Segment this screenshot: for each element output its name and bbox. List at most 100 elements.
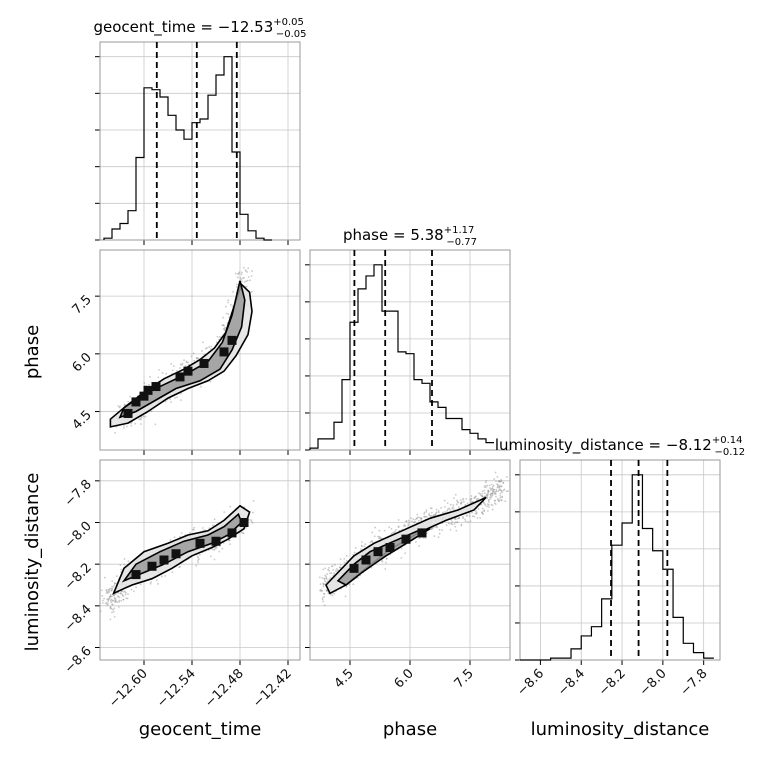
scatter-point — [214, 547, 217, 550]
scatter-point — [328, 566, 330, 569]
scatter-point — [252, 500, 255, 502]
scatter-point — [165, 372, 168, 375]
histogram-bin — [168, 115, 176, 240]
scatter-point — [455, 521, 458, 524]
histogram-bin — [438, 407, 446, 450]
scatter-point — [402, 525, 405, 528]
scatter-point — [149, 582, 152, 585]
histogram-bin — [462, 430, 470, 450]
density-block — [171, 549, 181, 559]
density-block — [131, 570, 141, 580]
scatter-point — [222, 324, 225, 327]
scatter-point — [423, 515, 426, 518]
scatter-point — [377, 535, 379, 538]
scatter-point — [446, 502, 449, 505]
histogram-bin — [581, 636, 591, 660]
scatter-point — [432, 514, 435, 517]
scatter-point — [192, 528, 195, 531]
scatter-point — [111, 595, 113, 598]
scatter-point — [360, 545, 363, 548]
scatter-point — [231, 305, 234, 308]
scatter-point — [461, 516, 464, 518]
scatter-point — [360, 548, 362, 551]
scatter-point — [240, 278, 243, 281]
scatter-point — [216, 335, 219, 338]
scatter-point — [469, 520, 472, 523]
histogram-bin — [622, 523, 632, 660]
histogram-bin — [112, 229, 120, 240]
scatter-point — [113, 596, 116, 599]
density-block — [211, 536, 221, 546]
scatter-point — [495, 480, 497, 483]
scatter-point — [323, 593, 326, 595]
scatter-point — [491, 483, 493, 486]
histogram-bin — [208, 95, 216, 240]
scatter-point — [321, 598, 324, 601]
scatter-point — [369, 541, 372, 544]
scatter-point — [381, 560, 384, 563]
scatter-point — [185, 361, 188, 363]
scatter-point — [323, 580, 326, 582]
scatter-point — [157, 376, 160, 379]
scatter-point — [126, 425, 128, 428]
density-block — [219, 347, 229, 357]
scatter-point — [110, 589, 113, 592]
scatter-point — [106, 590, 109, 593]
scatter-point — [448, 522, 451, 525]
scatter-point — [473, 496, 476, 499]
scatter-point — [213, 558, 216, 561]
scatter-point — [215, 341, 218, 344]
scatter-point — [160, 575, 163, 578]
scatter-point — [489, 494, 492, 497]
scatter-point — [250, 290, 253, 293]
scatter-point — [417, 516, 419, 519]
scatter-point — [437, 510, 440, 512]
scatter-point — [112, 599, 114, 602]
scatter-point — [483, 492, 486, 495]
scatter-point — [383, 529, 386, 532]
scatter-point — [411, 520, 413, 523]
histogram-bin — [422, 383, 430, 450]
density-block — [227, 528, 237, 538]
scatter-point — [208, 527, 211, 530]
scatter-point — [414, 518, 417, 521]
scatter-point — [381, 559, 383, 562]
scatter-point — [499, 480, 502, 483]
histogram-bin — [673, 617, 683, 660]
y-tick-label: −8.0 — [62, 519, 95, 552]
scatter-point — [412, 521, 415, 524]
scatter-point — [496, 475, 499, 478]
scatter-point — [238, 271, 241, 274]
scatter-point — [242, 532, 245, 535]
scatter-point — [418, 516, 421, 519]
scatter-point — [489, 487, 491, 489]
scatter-point — [150, 410, 153, 413]
scatter-point — [331, 565, 334, 567]
scatter-point — [460, 523, 463, 526]
scatter-point — [481, 511, 483, 514]
scatter-point — [493, 492, 496, 495]
scatter-point — [107, 590, 110, 593]
scatter-point — [245, 270, 247, 272]
scatter-point — [452, 506, 455, 509]
scatter-point — [493, 502, 496, 504]
scatter-point — [329, 593, 332, 596]
scatter-point — [138, 418, 140, 421]
scatter-point — [213, 518, 216, 521]
scatter-point — [486, 484, 489, 487]
scatter-point — [113, 615, 116, 618]
scatter-point — [473, 497, 476, 500]
scatter-point — [101, 594, 104, 597]
histogram-bin — [216, 75, 224, 240]
scatter-point — [460, 524, 463, 527]
scatter-point — [414, 521, 416, 523]
x-tick-label: 4.5 — [332, 666, 357, 691]
scatter-point — [494, 499, 497, 502]
scatter-point — [483, 509, 486, 512]
y-tick-label: −8.6 — [62, 644, 95, 677]
scatter-point — [488, 501, 490, 503]
scatter-point — [119, 564, 122, 567]
scatter-point — [322, 583, 325, 586]
scatter-point — [225, 305, 227, 308]
